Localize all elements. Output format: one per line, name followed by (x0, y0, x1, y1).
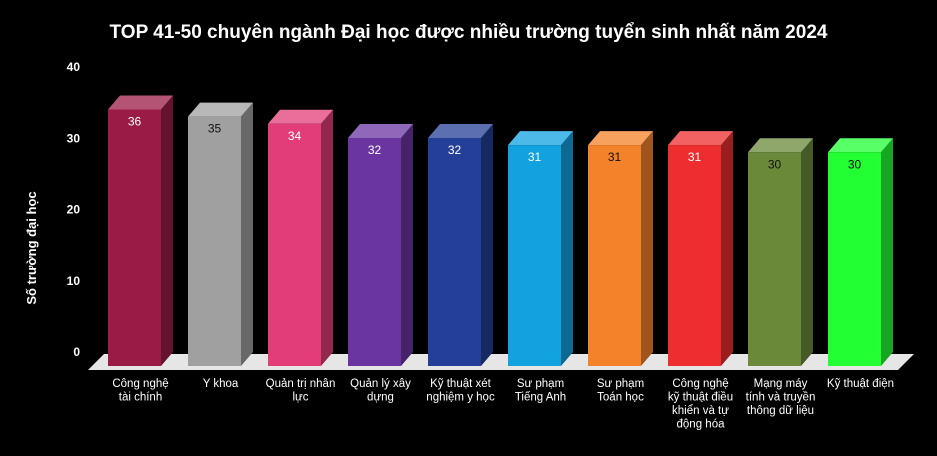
x-tick-label: Quản lý xây dựng (350, 378, 411, 404)
bar: 31 (668, 131, 733, 366)
data-label: 34 (288, 129, 302, 143)
bar: 35 (188, 102, 253, 366)
bar-top (348, 124, 413, 138)
bar-side (801, 138, 813, 366)
bar: 31 (508, 131, 573, 366)
x-tick-label: Y khoa (203, 378, 239, 390)
data-label: 32 (448, 143, 462, 157)
bar: 30 (748, 138, 813, 366)
data-label: 36 (128, 115, 142, 129)
bar-top (268, 109, 333, 124)
data-label: 31 (608, 150, 622, 164)
bar-top (588, 131, 653, 146)
bar-side (401, 124, 413, 366)
x-tick-label: Kỹ thuật xét nghiệm y học (426, 378, 495, 404)
bar-side (641, 131, 653, 366)
bar-front (508, 145, 561, 366)
chart-title: TOP 41-50 chuyên ngành Đại học được nhiề… (109, 22, 828, 43)
x-tick-label: Quản trị nhân lực (266, 378, 336, 404)
bar-front (748, 152, 801, 366)
bar-front (428, 138, 481, 366)
y-tick-label: 20 (67, 203, 81, 217)
x-tick-label: Kỹ thuật điện (827, 378, 894, 390)
bar-front (268, 123, 321, 366)
bar-side (321, 109, 333, 366)
bar: 34 (268, 109, 333, 366)
bar-front (668, 145, 721, 366)
bar-front (188, 116, 241, 366)
bar-top (508, 131, 573, 146)
bar-top (828, 138, 893, 153)
bar-side (561, 131, 573, 366)
bar-top (108, 95, 173, 110)
bar-front (588, 145, 641, 366)
data-label: 35 (208, 122, 222, 136)
bar: 32 (348, 124, 413, 366)
bar-top (668, 131, 733, 146)
bar-side (721, 131, 733, 366)
bar-top (748, 138, 813, 153)
x-tick-label: Sư phạm Tiếng Anh (515, 378, 566, 404)
y-axis-label: Số trường đại học (24, 191, 39, 304)
bar-top (188, 102, 253, 117)
x-tick-label: Công nghệ kỹ thuật điều khiển và tự động hó… (668, 378, 733, 431)
data-label: 30 (848, 157, 862, 171)
bar: 32 (428, 124, 493, 366)
x-tick-label: Sư phạm Toán học (597, 378, 644, 404)
bar-side (161, 95, 173, 366)
x-tick-label: Mạng máy tính và truyền thông dữ liệu (746, 378, 816, 417)
data-label: 30 (768, 157, 782, 171)
bar: 30 (828, 138, 893, 366)
data-label: 31 (528, 150, 542, 164)
y-tick-label: 0 (73, 345, 80, 359)
bar-front (108, 109, 161, 366)
x-tick-label: Công nghệ tài chính (112, 378, 168, 404)
bar-side (481, 124, 493, 366)
bar-side (241, 102, 253, 366)
y-tick-label: 10 (67, 274, 81, 288)
y-tick-label: 40 (67, 60, 81, 74)
y-tick-label: 30 (67, 131, 81, 145)
bar-front (348, 138, 401, 366)
bar-side (881, 138, 893, 366)
data-label: 32 (368, 143, 382, 157)
bar: 36 (108, 95, 173, 366)
bar: 31 (588, 131, 653, 366)
bar-front (828, 152, 881, 366)
bar-top (428, 124, 493, 138)
data-label: 31 (688, 150, 702, 164)
